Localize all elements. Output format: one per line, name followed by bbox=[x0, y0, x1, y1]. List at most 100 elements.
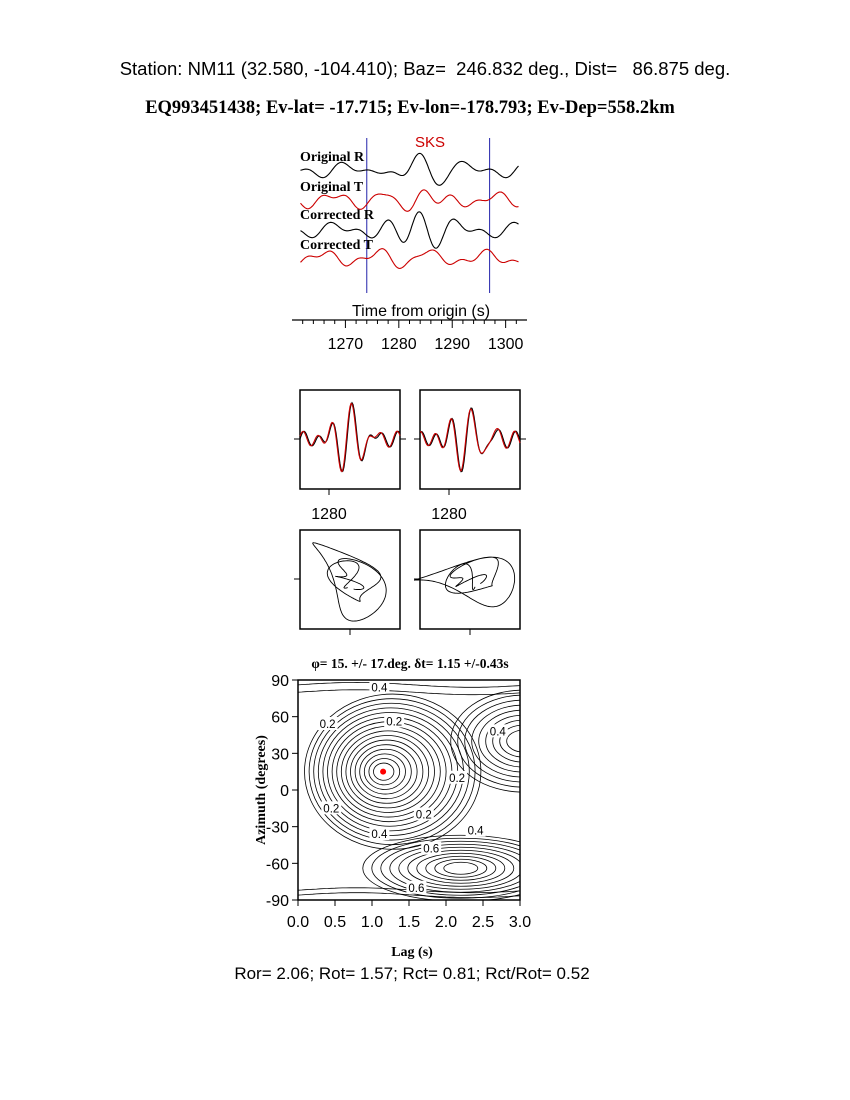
lag-tick-label: 2.0 bbox=[435, 914, 457, 931]
time-axis-ticks: 1270 1280 1290 1300 bbox=[302, 320, 524, 353]
contour-value-label: 0.6 bbox=[408, 883, 424, 895]
energy-contour bbox=[359, 748, 412, 795]
trace-original-t bbox=[300, 189, 519, 212]
lag-tick-label: 1.0 bbox=[361, 914, 383, 931]
azimuth-tick-label: -60 bbox=[266, 856, 289, 873]
particle-motion-original bbox=[312, 542, 387, 622]
energy-contour bbox=[485, 714, 520, 768]
analysis-window bbox=[366, 138, 491, 293]
contour-value-label: 0.2 bbox=[449, 773, 465, 785]
energy-contour bbox=[313, 702, 470, 841]
waveform-tick-label-left: 1280 bbox=[311, 506, 347, 523]
energy-contour bbox=[398, 846, 520, 890]
lag-tick-label: 1.5 bbox=[398, 914, 420, 931]
waveform-radial bbox=[419, 407, 521, 473]
energy-contour bbox=[457, 694, 520, 788]
energy-contour bbox=[492, 719, 520, 763]
trace-corrected-r bbox=[300, 211, 519, 249]
waveform-transverse bbox=[299, 402, 401, 473]
energy-contour-panel: φ= 15. +/- 17.deg. δt= 1.15 +/-0.43s 0.4… bbox=[254, 656, 531, 960]
trace-label-original-r: Original R bbox=[300, 150, 365, 165]
trace-original-r bbox=[300, 152, 519, 186]
contour-label-bg bbox=[465, 823, 486, 837]
lag-tick-label: 2.5 bbox=[472, 914, 494, 931]
event-info: EQ993451438; Ev-lat= -17.715; Ev-lon=-17… bbox=[145, 98, 675, 118]
energy-contour bbox=[450, 689, 520, 793]
waveform-tick-label-right: 1280 bbox=[431, 506, 467, 523]
waveform-comparison-panels: 1280 1280 bbox=[294, 389, 526, 523]
contour-label-bg bbox=[447, 770, 468, 784]
energy-contour bbox=[380, 840, 520, 896]
contour-label-bg bbox=[384, 714, 405, 728]
time-tick-label: 1280 bbox=[381, 336, 417, 353]
lag-tick-label: 0.5 bbox=[324, 914, 346, 931]
trace-corrected-t bbox=[300, 248, 519, 269]
waveform-transverse bbox=[420, 408, 521, 472]
particle-motion-curves bbox=[294, 542, 516, 635]
energy-contour bbox=[368, 758, 401, 786]
energy-contour bbox=[425, 855, 497, 881]
energy-contour bbox=[350, 739, 424, 804]
time-tick-label: 1290 bbox=[434, 336, 470, 353]
contour-value-label: 0.4 bbox=[490, 726, 507, 738]
energy-contour bbox=[499, 724, 520, 758]
energy-contour bbox=[471, 704, 520, 778]
azimuth-tick-label: -30 bbox=[266, 820, 289, 837]
particle-motion-original-frame bbox=[299, 529, 401, 630]
contour-value-label: 0.2 bbox=[323, 803, 339, 815]
contour-lines bbox=[298, 681, 520, 900]
energy-ratios: Ror= 2.06; Rot= 1.57; Rct= 0.81; Rct/Rot… bbox=[234, 964, 590, 983]
energy-contour bbox=[464, 699, 520, 783]
energy-contour bbox=[298, 689, 520, 696]
energy-contour bbox=[345, 735, 430, 809]
energy-contour bbox=[298, 681, 520, 688]
contour-label-bg bbox=[487, 724, 508, 738]
energy-contour bbox=[373, 762, 395, 781]
waveform-panel-corrected-frame bbox=[419, 389, 521, 490]
contour-label-bg bbox=[317, 717, 338, 730]
energy-contour bbox=[416, 852, 506, 884]
time-tick-label: 1300 bbox=[488, 336, 524, 353]
trace-label-corrected-t: Corrected T bbox=[300, 238, 374, 253]
energy-contour bbox=[443, 861, 479, 875]
station-info: Station: NM11 (32.580, -104.410); Baz= 2… bbox=[119, 58, 731, 79]
azimuth-tick-label: 30 bbox=[271, 746, 289, 763]
contour-value-label: 0.2 bbox=[386, 717, 402, 729]
contour-label-bg bbox=[369, 680, 390, 694]
lag-axis-label: Lag (s) bbox=[391, 945, 433, 960]
azimuth-axis-label: Azimuth (degrees) bbox=[254, 735, 269, 845]
azimuth-tick-label: 90 bbox=[271, 673, 289, 690]
contour-labels: 0.4 0.2 0.2 0.4 0.2 0.2 0.2 0.4 0.4 0.6 0.6 bbox=[317, 680, 508, 895]
particle-motion-corrected bbox=[413, 556, 516, 608]
contour-label-bg bbox=[369, 827, 390, 840]
particle-motion-panels bbox=[294, 529, 521, 635]
contour-value-label: 0.4 bbox=[468, 825, 485, 837]
energy-contour bbox=[362, 834, 520, 900]
contour-label-bg bbox=[406, 880, 427, 894]
energy-contour bbox=[478, 709, 520, 773]
energy-contour bbox=[371, 837, 520, 899]
energy-contour bbox=[506, 729, 520, 753]
lag-tick-label: 3.0 bbox=[509, 914, 531, 931]
trace-label-original-t: Original T bbox=[300, 180, 364, 195]
time-axis-label: Time from origin (s) bbox=[352, 303, 490, 320]
azimuth-tick-label: 0 bbox=[280, 783, 289, 800]
contour-label-bg bbox=[321, 801, 342, 815]
splitting-result-title: φ= 15. +/- 17.deg. δt= 1.15 +/-0.43s bbox=[311, 656, 508, 671]
time-tick-label: 1270 bbox=[328, 336, 364, 353]
contour-axes: 0.0 0.5 1.0 1.5 2.0 2.5 3.0 90 60 30 0 -30 -60 -90 bbox=[266, 673, 531, 931]
waveform-radial bbox=[299, 401, 401, 473]
contour-label-bg bbox=[413, 807, 434, 821]
contour-value-label: 0.2 bbox=[320, 719, 336, 731]
energy-contour bbox=[434, 858, 488, 878]
energy-contour bbox=[340, 730, 435, 813]
contour-label-bg bbox=[421, 841, 442, 855]
seismogram-traces bbox=[300, 152, 519, 269]
contour-value-label: 0.4 bbox=[371, 682, 388, 694]
energy-contour bbox=[298, 892, 520, 899]
trace-label-corrected-r: Corrected R bbox=[300, 208, 375, 223]
lag-tick-label: 0.0 bbox=[287, 914, 309, 931]
phase-label-sks: SKS bbox=[415, 134, 445, 151]
contour-value-label: 0.2 bbox=[416, 809, 432, 821]
